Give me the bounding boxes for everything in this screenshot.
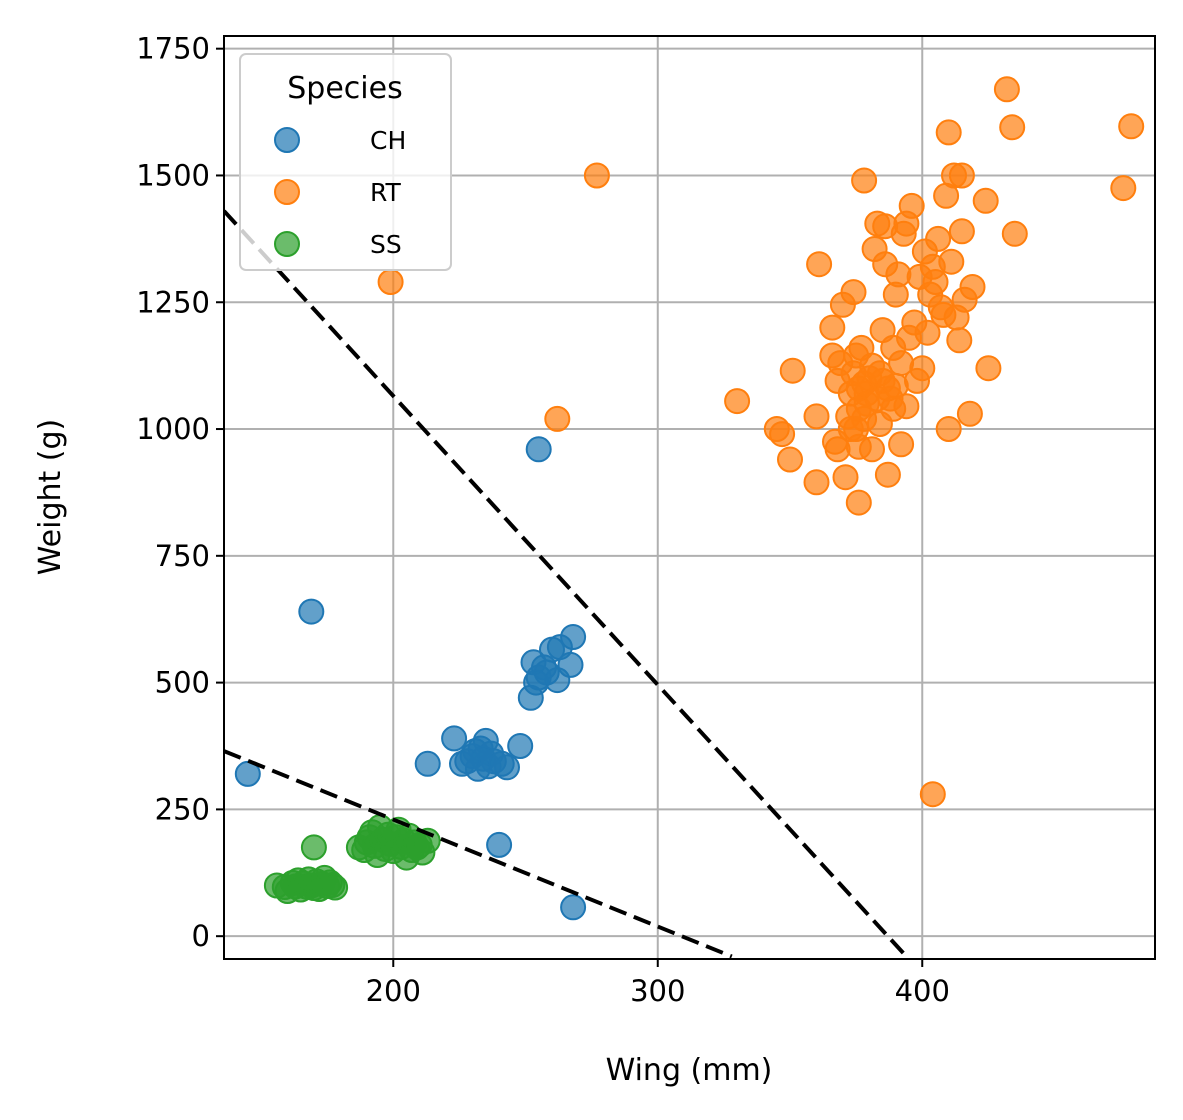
data-point-rt	[1003, 222, 1027, 246]
data-point-rt	[900, 194, 924, 218]
data-point-rt	[585, 164, 609, 188]
data-point-rt	[1119, 114, 1143, 138]
data-point-rt	[834, 465, 858, 489]
data-point-rt	[947, 328, 971, 352]
data-point-rt	[820, 316, 844, 340]
y-axis-label: Weight (g)	[33, 419, 68, 576]
data-point-rt	[379, 270, 403, 294]
data-point-rt	[950, 219, 974, 243]
x-tick-label: 400	[895, 974, 950, 1008]
data-point-rt	[974, 189, 998, 213]
data-point-ss	[302, 835, 326, 859]
data-point-ch	[490, 752, 514, 776]
data-point-rt	[937, 120, 961, 144]
data-point-rt	[939, 250, 963, 274]
data-point-rt	[781, 359, 805, 383]
data-point-rt	[924, 270, 948, 294]
data-point-ch	[527, 437, 551, 461]
data-point-ch	[561, 625, 585, 649]
data-point-rt	[847, 491, 871, 515]
data-point-rt	[852, 169, 876, 193]
data-point-rt	[886, 262, 910, 286]
data-point-rt	[976, 356, 1000, 380]
legend-marker-rt	[275, 180, 299, 204]
y-tick-label: 1500	[136, 158, 210, 192]
data-point-rt	[1000, 115, 1024, 139]
data-point-rt	[926, 227, 950, 251]
y-tick-label: 1000	[136, 412, 210, 446]
data-point-rt	[860, 437, 884, 461]
data-point-rt	[876, 463, 900, 487]
x-tick-label: 200	[366, 974, 421, 1008]
data-point-rt	[1111, 176, 1135, 200]
data-point-ch	[561, 895, 585, 919]
y-tick-label: 0	[192, 919, 210, 953]
data-point-ch	[487, 833, 511, 857]
x-axis-label: Wing (mm)	[606, 1053, 773, 1088]
legend-label-ch: CH	[370, 126, 406, 155]
y-tick-label: 750	[155, 539, 210, 573]
data-point-rt	[961, 275, 985, 299]
data-point-rt	[881, 397, 905, 421]
legend: Species CH RT SS	[240, 54, 451, 270]
data-point-rt	[847, 397, 871, 421]
data-point-rt	[725, 389, 749, 413]
data-point-ch	[416, 752, 440, 776]
data-point-rt	[770, 422, 794, 446]
data-point-ch	[299, 600, 323, 624]
data-point-rt	[950, 164, 974, 188]
data-point-rt	[778, 448, 802, 472]
data-point-rt	[805, 470, 829, 494]
data-point-rt	[805, 404, 829, 428]
legend-title: Species	[287, 71, 402, 106]
data-point-ch	[442, 726, 466, 750]
data-point-rt	[958, 402, 982, 426]
data-point-ch	[455, 749, 479, 773]
legend-label-ss: SS	[370, 230, 402, 259]
y-tick-label: 1750	[136, 32, 210, 66]
y-tick-label: 250	[155, 792, 210, 826]
data-point-rt	[995, 77, 1019, 101]
data-point-rt	[842, 280, 866, 304]
data-point-rt	[910, 356, 934, 380]
data-point-rt	[852, 371, 876, 395]
data-point-ss	[323, 876, 347, 900]
x-tick-label: 300	[630, 974, 685, 1008]
legend-label-rt: RT	[370, 178, 402, 207]
data-point-rt	[937, 417, 961, 441]
data-point-ch	[508, 734, 532, 758]
y-tick-label: 500	[155, 666, 210, 700]
data-point-rt	[807, 252, 831, 276]
data-point-rt	[921, 782, 945, 806]
legend-marker-ss	[275, 232, 299, 256]
data-point-ch	[524, 671, 548, 695]
data-point-rt	[889, 432, 913, 456]
legend-marker-ch	[275, 128, 299, 152]
data-point-rt	[545, 407, 569, 431]
data-point-ch	[559, 653, 583, 677]
y-tick-label: 1250	[136, 285, 210, 319]
